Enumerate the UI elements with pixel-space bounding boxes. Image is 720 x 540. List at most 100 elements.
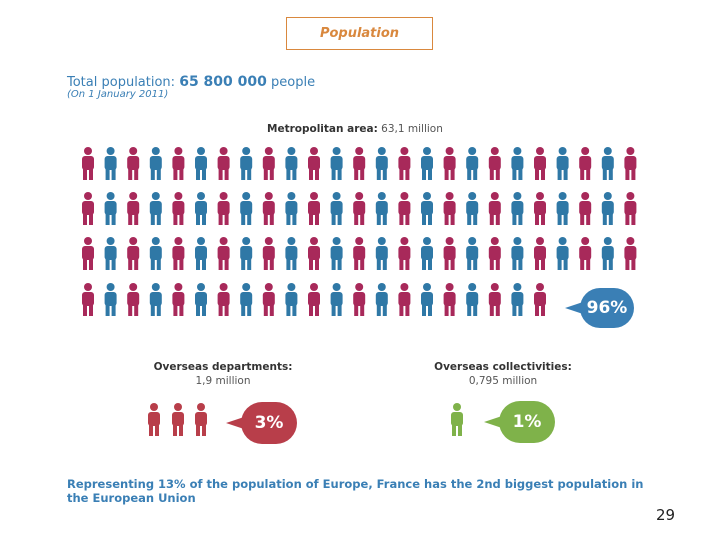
person-icon: [624, 237, 637, 270]
person-icon: [353, 192, 366, 225]
bubble-tail-1: [484, 416, 502, 428]
person-icon: [240, 147, 253, 180]
person-icon: [149, 237, 162, 270]
person-icon: [104, 147, 117, 180]
person-icon: [82, 237, 94, 270]
person-icon: [195, 147, 207, 180]
person-icon: [308, 192, 320, 225]
person-icon: [466, 283, 479, 316]
bubble-tail-96: [565, 302, 583, 314]
overseas-departments-value: 1,9 million: [195, 375, 251, 387]
person-icon: [240, 283, 253, 316]
person-icon: [330, 283, 343, 316]
person-icon: [127, 147, 140, 180]
person-icon: [556, 237, 569, 270]
person-icon: [421, 192, 433, 225]
overseas-departments-title: Overseas departments:: [153, 361, 293, 373]
person-icon: [488, 283, 501, 316]
person-icon: [601, 147, 614, 180]
total-date: (On 1 January 2011): [67, 89, 169, 100]
person-icon: [353, 237, 366, 270]
person-icon: [240, 192, 253, 225]
person-icon: [82, 147, 94, 180]
person-icon: [466, 237, 479, 270]
person-icon: [308, 147, 320, 180]
person-icon: [443, 237, 456, 270]
overseas-collectivities-title: Overseas collectivities:: [434, 361, 572, 373]
person-icon: [466, 147, 479, 180]
person-icon: [398, 283, 411, 316]
person-icon: [217, 283, 230, 316]
person-icon: [375, 237, 388, 270]
person-icon: [127, 283, 140, 316]
person-icon: [579, 192, 592, 225]
title-box: Population: [286, 17, 433, 50]
person-icon: [127, 237, 140, 270]
person-icon: [534, 147, 546, 180]
person-icon: [149, 192, 162, 225]
person-icon: [127, 192, 140, 225]
person-icon: [511, 237, 524, 270]
person-icon: [262, 237, 275, 270]
total-suffix: people: [271, 75, 316, 90]
person-icon: [624, 147, 637, 180]
person-icon: [262, 147, 275, 180]
person-icon: [149, 147, 162, 180]
person-icon: [579, 237, 592, 270]
person-icon: [172, 147, 185, 180]
person-icon: [624, 192, 637, 225]
person-icon: [104, 237, 117, 270]
person-icon: [217, 192, 230, 225]
person-icon: [601, 237, 614, 270]
person-icon: [556, 192, 569, 225]
total-prefix: Total population:: [67, 75, 176, 90]
person-icon: [104, 192, 117, 225]
person-icon: [443, 147, 456, 180]
person-icon: [172, 403, 184, 436]
person-icon: [149, 283, 162, 316]
person-icon: [330, 237, 343, 270]
person-icon: [488, 237, 501, 270]
page-number: 29: [656, 506, 676, 524]
person-icon: [421, 237, 433, 270]
metropolitan-label-title: Metropolitan area:: [267, 123, 378, 135]
person-icon: [148, 403, 160, 436]
metropolitan-percent-bubble: 96%: [580, 288, 634, 328]
overseas-departments-label: Overseas departments: 1,9 million: [148, 360, 298, 388]
person-icon: [285, 147, 298, 180]
person-icon: [308, 237, 320, 270]
person-icon: [375, 192, 388, 225]
person-icon: [534, 192, 546, 225]
person-icon: [330, 192, 343, 225]
person-icon: [353, 147, 366, 180]
total-number: 65 800 000: [179, 74, 267, 90]
person-icon: [601, 192, 614, 225]
metropolitan-value: 63,1 million: [381, 123, 443, 135]
person-icon: [330, 147, 343, 180]
person-icon: [195, 283, 207, 316]
person-icon: [195, 403, 207, 436]
person-icon: [421, 283, 433, 316]
person-icon: [398, 147, 411, 180]
person-icon: [579, 147, 592, 180]
metropolitan-label: Metropolitan area: 63,1 million: [267, 123, 443, 135]
person-icon: [443, 192, 456, 225]
person-icon: [308, 283, 320, 316]
bubble-tail-3: [226, 417, 244, 429]
person-icon: [488, 192, 501, 225]
person-icon: [375, 147, 388, 180]
footer-text: Representing 13% of the population of Eu…: [67, 477, 644, 505]
person-icon: [285, 192, 298, 225]
overseas-departments-percent-bubble: 3%: [241, 402, 297, 444]
overseas-collectivities-label: Overseas collectivities: 0,795 million: [428, 360, 578, 388]
person-icon: [285, 283, 298, 316]
person-icon: [285, 237, 298, 270]
person-icon: [172, 192, 185, 225]
person-icon: [82, 192, 94, 225]
person-icon: [195, 192, 207, 225]
person-icon: [421, 147, 433, 180]
page-title: Population: [319, 26, 400, 41]
person-icon: [556, 147, 569, 180]
person-icon: [172, 283, 185, 316]
person-icon: [217, 237, 230, 270]
